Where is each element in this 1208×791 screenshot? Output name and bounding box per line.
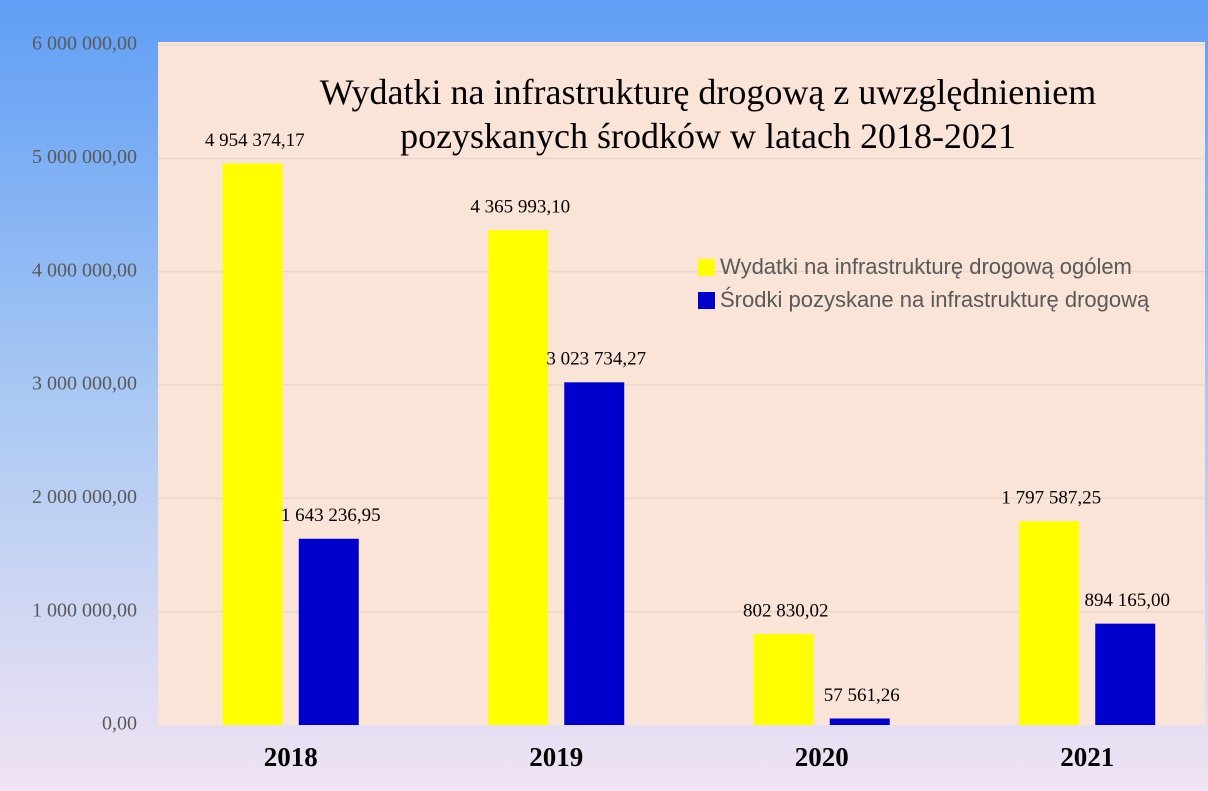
data-label: 4 954 374,17 [205,130,305,151]
y-tick-label: 5 000 000,00 [32,146,137,168]
data-label: 894 165,00 [1085,590,1171,611]
bar [222,163,283,725]
y-tick-label: 4 000 000,00 [32,259,137,281]
data-label: 3 023 734,27 [546,349,646,370]
chart-title: Wydatki na infrastrukturę drogową z uwzg… [319,72,1097,156]
y-tick-label: 1 000 000,00 [32,599,137,621]
bar [829,718,890,725]
bar [488,230,549,726]
legend-label: Środki pozyskane na infrastrukturę drogo… [720,287,1150,312]
data-label: 802 830,02 [743,600,829,621]
bar [298,538,359,725]
legend-item: Wydatki na infrastrukturę drogową ogólem [698,250,1168,283]
legend: Wydatki na infrastrukturę drogową ogólem… [698,250,1168,316]
bar [753,634,814,725]
y-tick-label: 2 000 000,00 [32,486,137,508]
legend-label: Wydatki na infrastrukturę drogową ogólem [720,254,1132,279]
x-tick-label: 2021 [1060,742,1114,772]
x-tick-label: 2020 [795,742,849,772]
bar [1019,521,1080,725]
bar [564,382,625,725]
data-label: 4 365 993,10 [470,197,570,218]
data-label: 57 561,26 [824,685,900,706]
y-tick-label: 0,00 [102,713,137,735]
legend-swatch [698,259,715,276]
x-tick-label: 2018 [264,742,318,772]
x-tick-label: 2019 [529,742,583,772]
legend-swatch [698,292,715,309]
data-label: 1 643 236,95 [281,505,381,526]
y-tick-label: 3 000 000,00 [32,373,137,395]
data-label: 1 797 587,25 [1001,488,1101,509]
y-tick-label: 6 000 000,00 [32,33,137,55]
legend-item: Środki pozyskane na infrastrukturę drogo… [698,283,1168,316]
bar [1095,623,1156,725]
